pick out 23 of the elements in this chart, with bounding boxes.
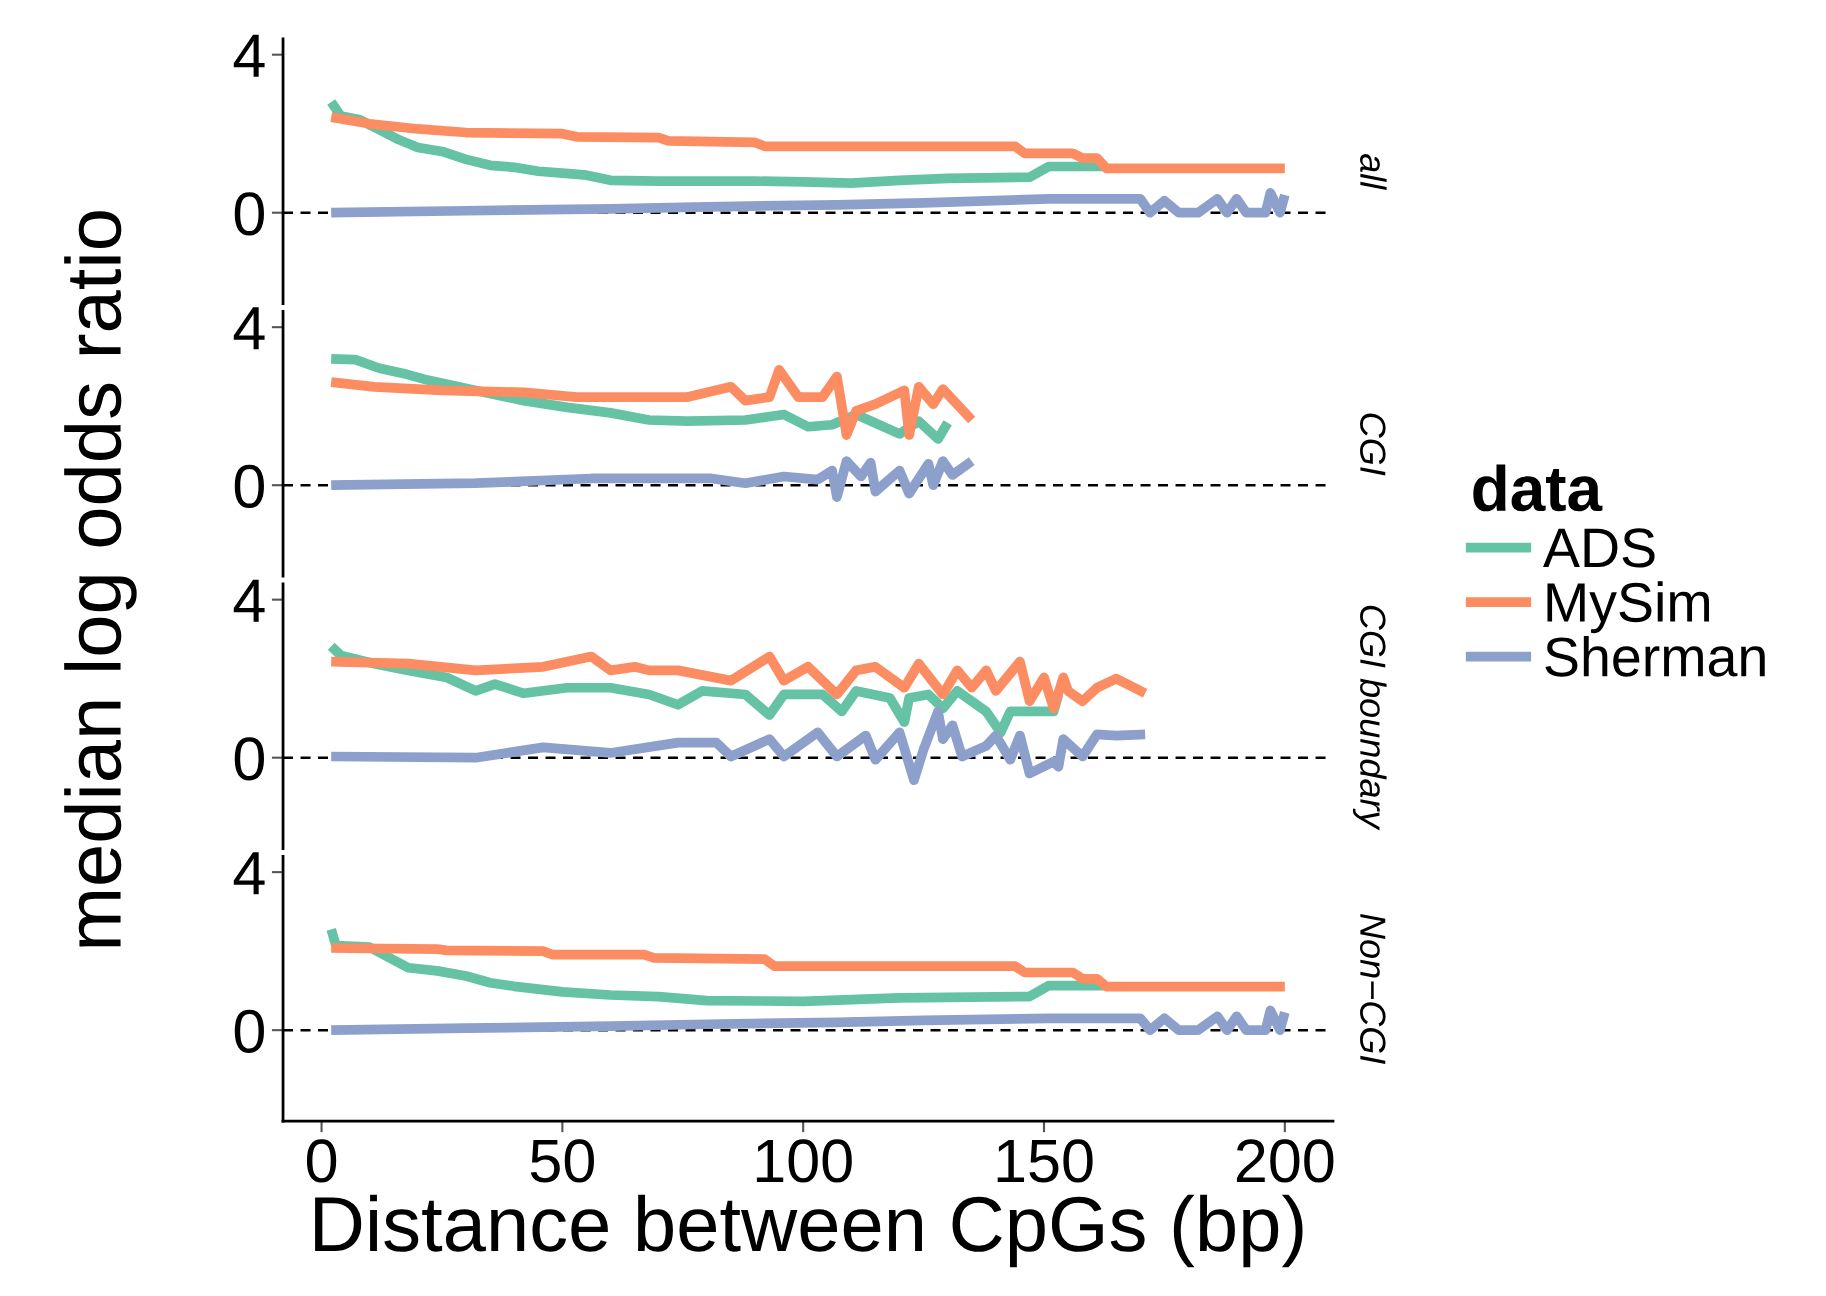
legend-title: data — [1473, 464, 1603, 512]
text: Non−CGI — [1360, 914, 1386, 1065]
text: CGI — [1360, 413, 1386, 476]
y-tick-label: 0 — [234, 737, 264, 781]
text: CGI boundary — [1352, 605, 1387, 831]
x-tick-label: 50 — [530, 1139, 594, 1183]
y-axis-title: median log odds ratio — [64, 211, 137, 947]
y-tick-label: 0 — [234, 192, 264, 236]
y-tick-label: 0 — [234, 1009, 264, 1053]
legend-label: ADS — [1543, 528, 1655, 568]
y-tick-label: 0 — [234, 464, 264, 508]
x-tick-label: 100 — [756, 1139, 852, 1183]
y-tick-label: 4 — [233, 307, 265, 350]
x-axis-title: Distance between CpGs (bp) — [315, 1194, 1303, 1268]
x-tick-label: 200 — [1236, 1139, 1334, 1183]
legend-label: Sherman — [1545, 635, 1765, 677]
legend-label: MySim — [1547, 581, 1709, 634]
y-tick-label: 4 — [233, 579, 265, 622]
x-tick-label: 0 — [306, 1139, 337, 1183]
text: all — [1360, 153, 1387, 191]
x-tick-label: 150 — [997, 1139, 1093, 1183]
y-tick-label: 4 — [233, 852, 265, 895]
y-tick-label: 4 — [233, 34, 265, 77]
